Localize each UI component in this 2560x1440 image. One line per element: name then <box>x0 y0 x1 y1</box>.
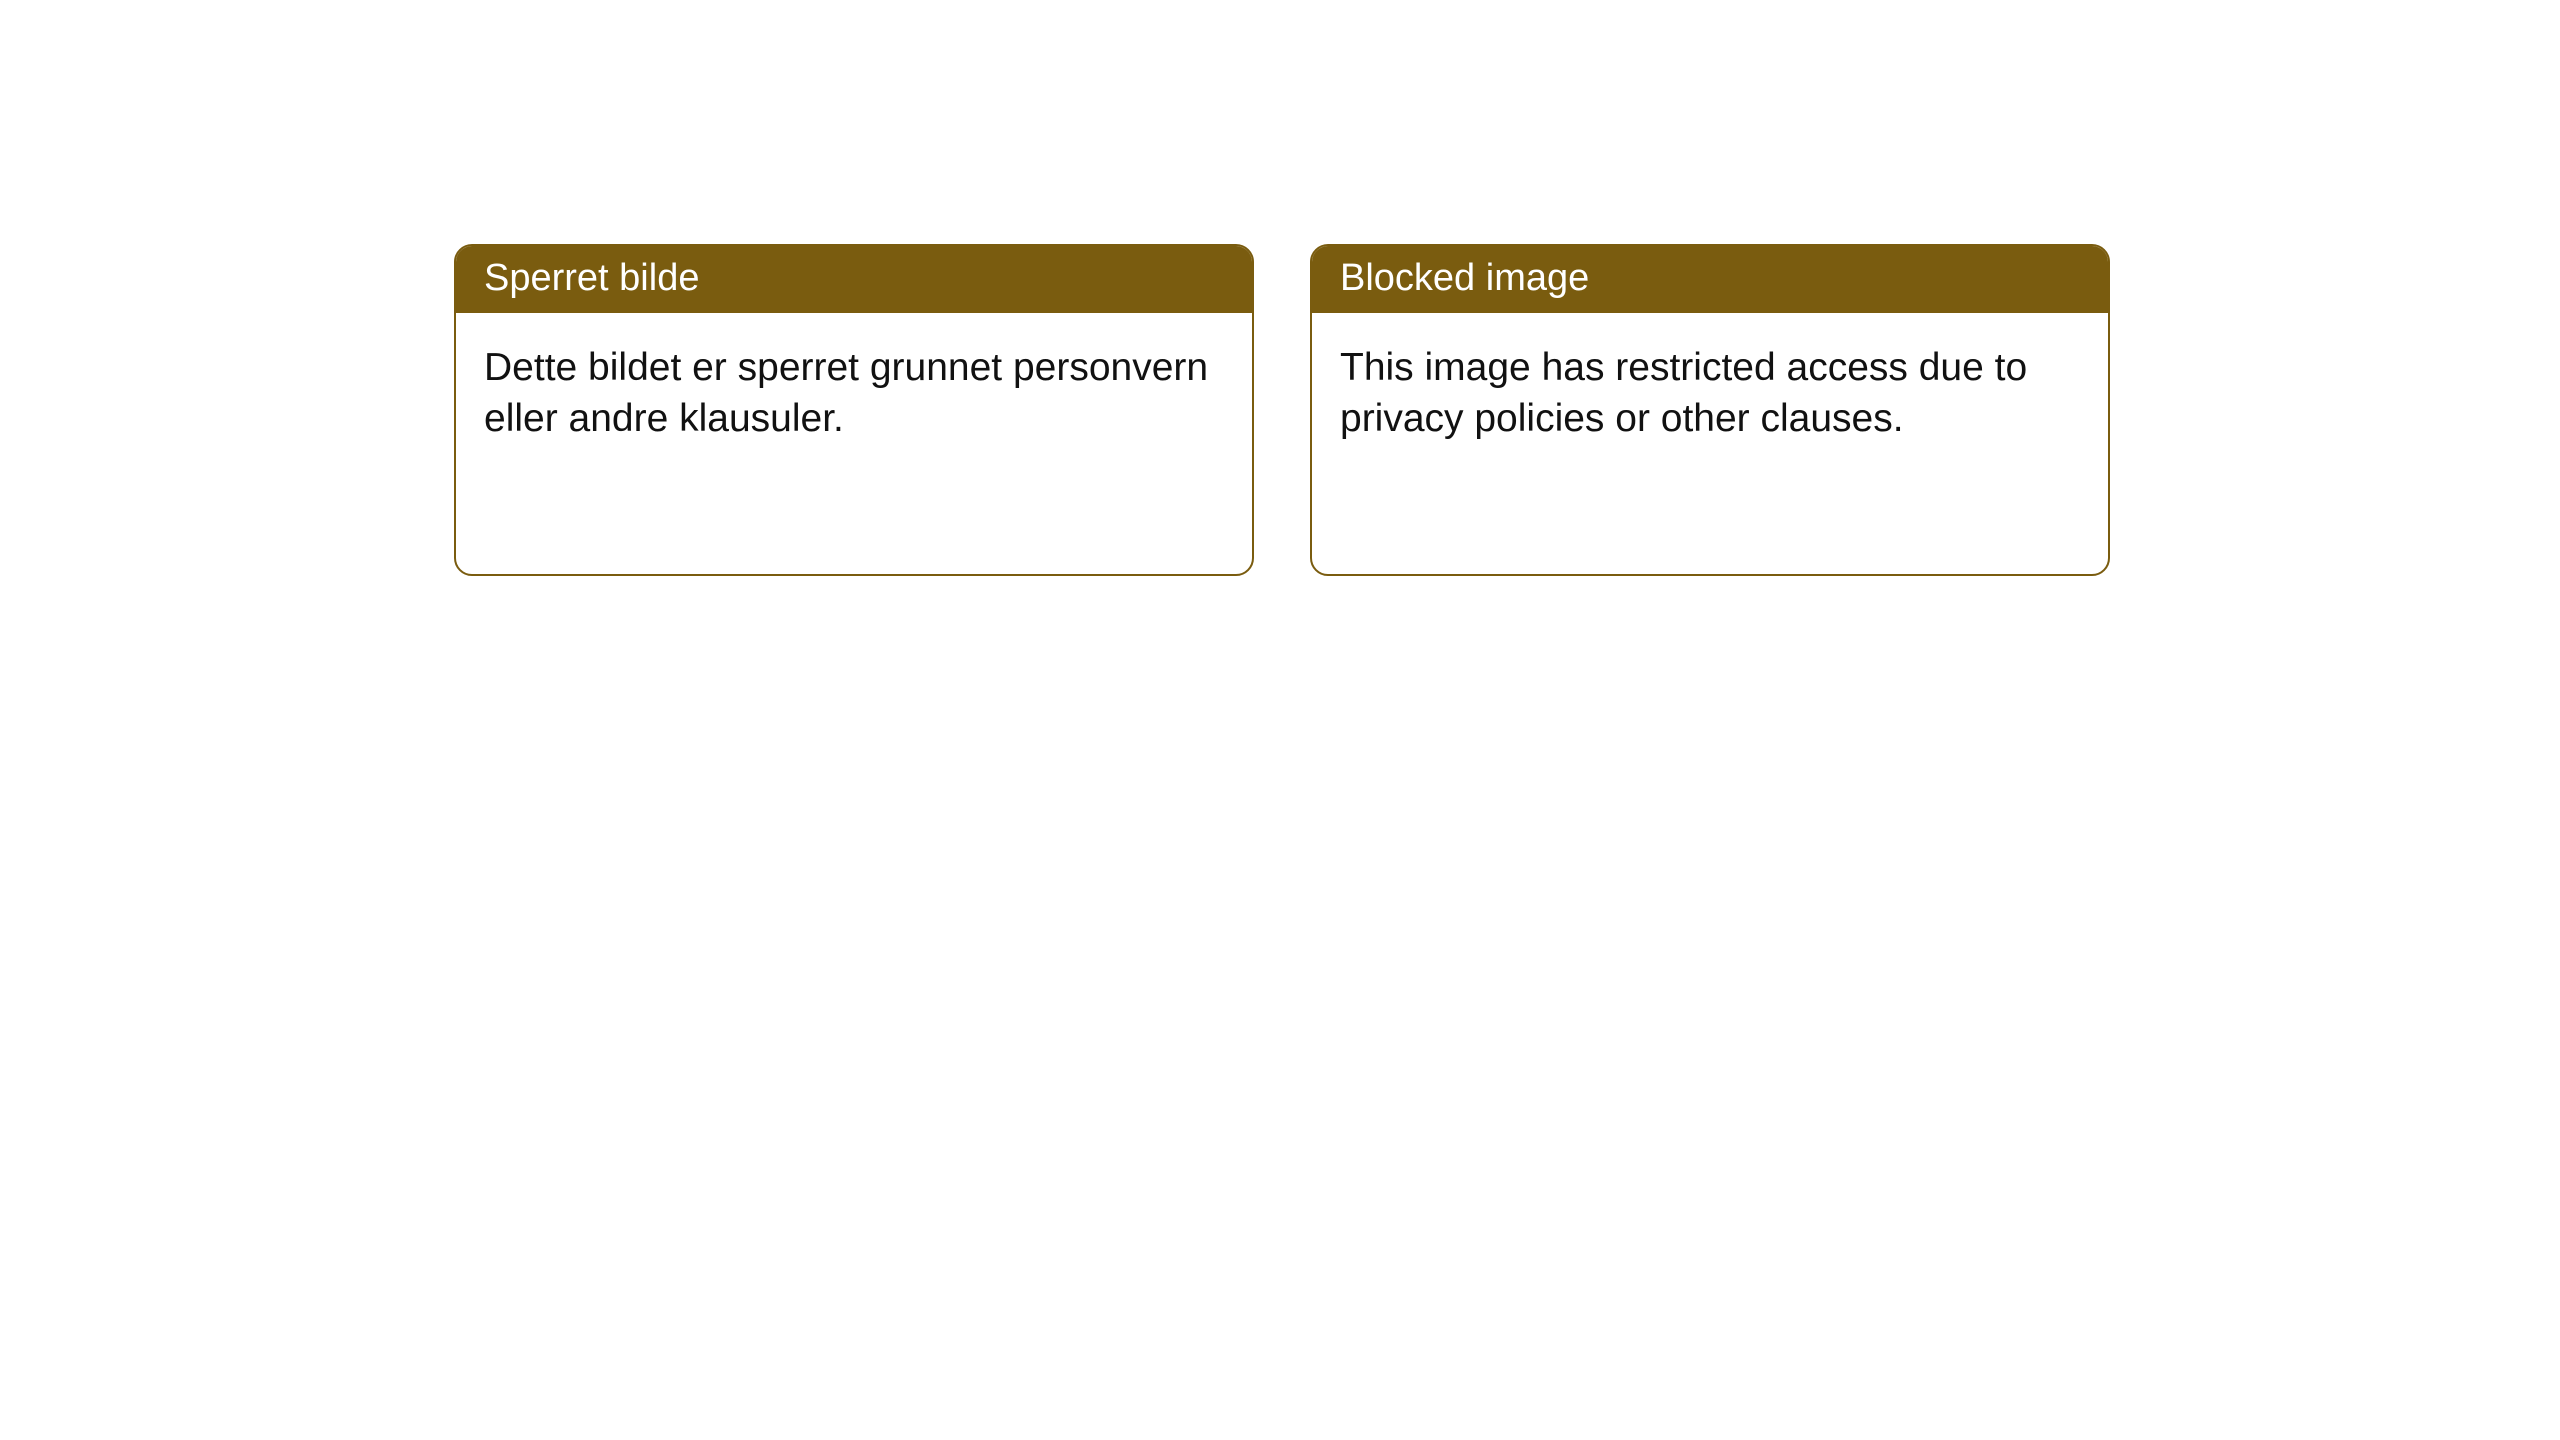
notice-body-norwegian: Dette bildet er sperret grunnet personve… <box>456 313 1252 472</box>
notice-title-norwegian: Sperret bilde <box>456 246 1252 313</box>
notice-card-english: Blocked image This image has restricted … <box>1310 244 2110 576</box>
notice-title-english: Blocked image <box>1312 246 2108 313</box>
notice-body-english: This image has restricted access due to … <box>1312 313 2108 472</box>
notice-container: Sperret bilde Dette bildet er sperret gr… <box>0 0 2560 576</box>
notice-card-norwegian: Sperret bilde Dette bildet er sperret gr… <box>454 244 1254 576</box>
